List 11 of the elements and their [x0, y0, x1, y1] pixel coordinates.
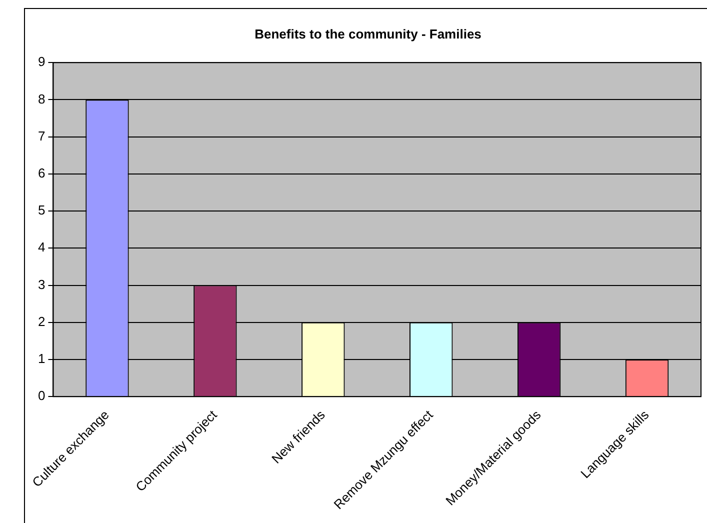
y-tick-label: 0 [38, 388, 46, 404]
y-tick-label: 4 [38, 240, 46, 255]
y-tick-label: 5 [38, 202, 46, 218]
y-tick-label: 2 [38, 314, 46, 329]
y-tick-label: 9 [38, 54, 46, 70]
y-tick-label: 3 [38, 276, 46, 292]
chart-title: Benefits to the community - Families [254, 26, 482, 42]
y-tick-label: 6 [38, 166, 46, 181]
y-tick-label: 7 [38, 128, 46, 144]
y-tick-label: 1 [38, 351, 46, 366]
y-tick-label: 8 [38, 91, 46, 106]
